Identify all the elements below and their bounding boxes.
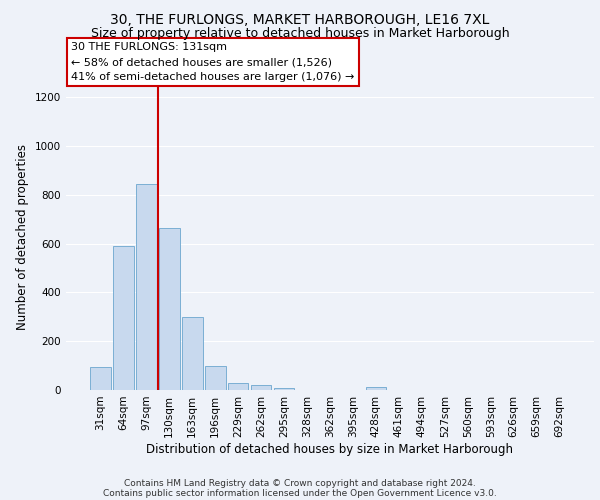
- Text: 30 THE FURLONGS: 131sqm
← 58% of detached houses are smaller (1,526)
41% of semi: 30 THE FURLONGS: 131sqm ← 58% of detache…: [71, 42, 355, 82]
- Bar: [159, 228, 179, 390]
- Text: Contains public sector information licensed under the Open Government Licence v3: Contains public sector information licen…: [103, 489, 497, 498]
- Text: Distribution of detached houses by size in Market Harborough: Distribution of detached houses by size …: [146, 442, 514, 456]
- Text: Contains HM Land Registry data © Crown copyright and database right 2024.: Contains HM Land Registry data © Crown c…: [124, 479, 476, 488]
- Bar: [365, 387, 386, 390]
- Bar: [251, 384, 271, 390]
- Bar: [182, 317, 203, 390]
- Bar: [274, 388, 295, 390]
- Bar: [205, 366, 226, 390]
- Bar: [228, 382, 248, 390]
- Bar: [113, 246, 134, 390]
- Text: Size of property relative to detached houses in Market Harborough: Size of property relative to detached ho…: [91, 28, 509, 40]
- Text: 30, THE FURLONGS, MARKET HARBOROUGH, LE16 7XL: 30, THE FURLONGS, MARKET HARBOROUGH, LE1…: [110, 12, 490, 26]
- Y-axis label: Number of detached properties: Number of detached properties: [16, 144, 29, 330]
- Bar: [90, 367, 110, 390]
- Bar: [136, 184, 157, 390]
